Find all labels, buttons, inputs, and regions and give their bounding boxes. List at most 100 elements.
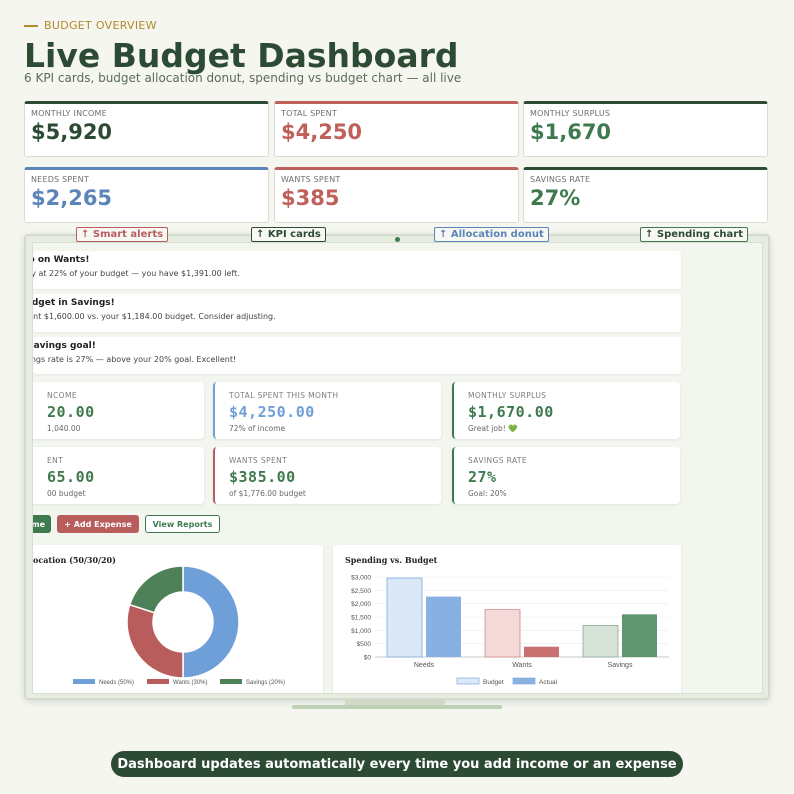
legend-swatch [456,677,480,685]
kpi-label: TOTAL SPENT [281,109,337,118]
bar-chart: $0 $500 $1,000 $1,500 $2,000 $2,500 $3,000 Need… [351,575,669,686]
callout-spending-chart: ↑ Spending chart [640,227,748,242]
metric-value: $385.00 [229,468,296,486]
camera-dot [395,237,400,242]
footer-banner: Dashboard updates automatically every ti… [111,751,683,777]
kpi-savings-rate: SAVINGS RATE 27% [523,167,768,223]
metric-sub: 00 budget [47,489,86,498]
metric-value: $4,250.00 [229,403,315,421]
alert-title: budget in Savings! [32,298,115,308]
x-tick-label: Wants [512,662,532,669]
callout-kpi-cards: ↑ KPI cards [251,227,326,242]
kpi-wants-spent: WANTS SPENT $385 [274,167,519,223]
callout-allocation-donut: ↑ Allocation donut [434,227,549,242]
metric-sub: 72% of income [229,424,286,433]
metric-label: MONTHLY SURPLUS [468,391,547,400]
alert-body: only at 22% of your budget — you have $1… [32,269,240,278]
alert-savings-goal: e savings goal! avings rate is 27% — abo… [33,337,681,374]
kpi-label: WANTS SPENT [281,175,341,184]
metric-total-spent: TOTAL SPENT THIS MONTH $4,250.00 72% of … [213,382,441,439]
x-tick-label: Savings [608,662,633,669]
kpi-label: NEEDS SPENT [31,175,89,184]
y-tick-label: $2,000 [351,601,371,608]
kpi-needs-spent: NEEDS SPENT $2,265 [24,167,269,223]
kpi-total-spent: TOTAL SPENT $4,250 [274,101,519,157]
donut-slice-needs [182,565,240,679]
metric-label: ENT [47,456,64,465]
monitor-base [292,705,502,709]
eyebrow-dash [24,24,38,27]
legend-label: Savings (20%) [246,680,285,686]
bar-budget-needs [386,577,423,658]
legend-label: Actual [539,679,558,686]
bar-actual-wants [524,646,559,657]
legend-swatch [220,679,242,684]
metric-sub: 1,040.00 [47,424,81,433]
metric-sub: Goal: 20% [468,489,507,498]
y-tick-label: $1,000 [351,628,371,635]
legend-label: Wants (30%) [173,680,207,686]
metric-label: NCOME [47,391,77,400]
y-tick-label: $0 [364,655,372,662]
legend-label: Needs (50%) [99,680,134,686]
y-tick-label: $3,000 [351,575,371,582]
page-title: Live Budget Dashboard [24,36,459,75]
bar-budget-savings [582,625,619,658]
donut-slice-savings [128,565,184,614]
kpi-monthly-surplus: MONTHLY SURPLUS $1,670 [523,101,768,157]
metric-income: NCOME 20.00 1,040.00 [33,382,204,439]
legend-swatch [73,679,95,684]
kpi-label: MONTHLY INCOME [31,109,107,118]
donut-title: ocation (50/30/20) [33,555,116,565]
metric-label: TOTAL SPENT THIS MONTH [229,391,339,400]
kpi-label: SAVINGS RATE [530,175,591,184]
y-tick-label: $500 [357,641,372,648]
alert-savings-over: budget in Savings! spent $1,600.00 vs. y… [33,294,681,332]
eyebrow-text: BUDGET OVERVIEW [44,19,157,32]
alert-body: spent $1,600.00 vs. your $1,184.00 budge… [32,312,276,321]
metric-sub: of $1,776.00 budget [229,489,306,498]
eyebrow: BUDGET OVERVIEW [24,19,157,32]
metric-surplus: MONTHLY SURPLUS $1,670.00 Great job! 💚 [452,382,680,439]
view-reports-button[interactable]: View Reports [145,515,220,533]
legend-swatch [147,679,169,684]
x-tick-label: Needs [414,662,435,669]
metric-value: 27% [468,468,497,486]
y-tick-label: $2,500 [351,588,371,595]
kpi-value: $5,920 [31,120,113,144]
bar-actual-needs [426,596,461,657]
add-income-button[interactable]: me [33,515,51,533]
alert-body: avings rate is 27% — above your 20% goal… [32,355,237,364]
metric-label: WANTS SPENT [229,456,288,465]
metric-value: $1,670.00 [468,403,554,421]
kpi-value: $2,265 [31,186,113,210]
metric-value: 65.00 [47,468,95,486]
kpi-value: 27% [530,186,581,210]
metric-savings-rate: SAVINGS RATE 27% Goal: 20% [452,447,680,504]
kpi-value: $1,670 [530,120,612,144]
kpi-value: $385 [281,186,340,210]
add-expense-button[interactable]: + Add Expense [57,515,139,533]
bar-actual-savings [622,614,657,657]
metric-sub: Great job! 💚 [468,424,518,433]
metric-value: 20.00 [47,403,95,421]
donut-panel: ocation (50/30/20) Needs (50%) Wants (30%… [33,545,323,693]
legend-label: Budget [483,679,504,686]
dashboard-screen: job on Wants! only at 22% of your budget… [32,242,763,694]
page-subtitle: 6 KPI cards, budget allocation donut, sp… [24,71,462,85]
kpi-monthly-income: MONTHLY INCOME $5,920 [24,101,269,157]
metric-label: SAVINGS RATE [468,456,528,465]
kpi-value: $4,250 [281,120,363,144]
donut-chart: Needs (50%) Wants (30%) Savings (20%) [73,565,285,686]
alert-title: e savings goal! [32,341,96,351]
donut-slice-wants [126,603,184,679]
alert-wants: job on Wants! only at 22% of your budget… [33,251,681,289]
bar-chart-title: Spending vs. Budget [345,555,438,565]
legend-swatch [512,677,536,685]
bar-chart-panel: Spending vs. Budget $0 $500 $1,000 $1,500 $2… [333,545,681,693]
kpi-label: MONTHLY SURPLUS [530,109,611,118]
y-tick-label: $1,500 [351,615,371,622]
metric-wants: WANTS SPENT $385.00 of $1,776.00 budget [213,447,441,504]
metric-needs: ENT 65.00 00 budget [33,447,204,504]
bar-budget-wants [484,609,521,658]
